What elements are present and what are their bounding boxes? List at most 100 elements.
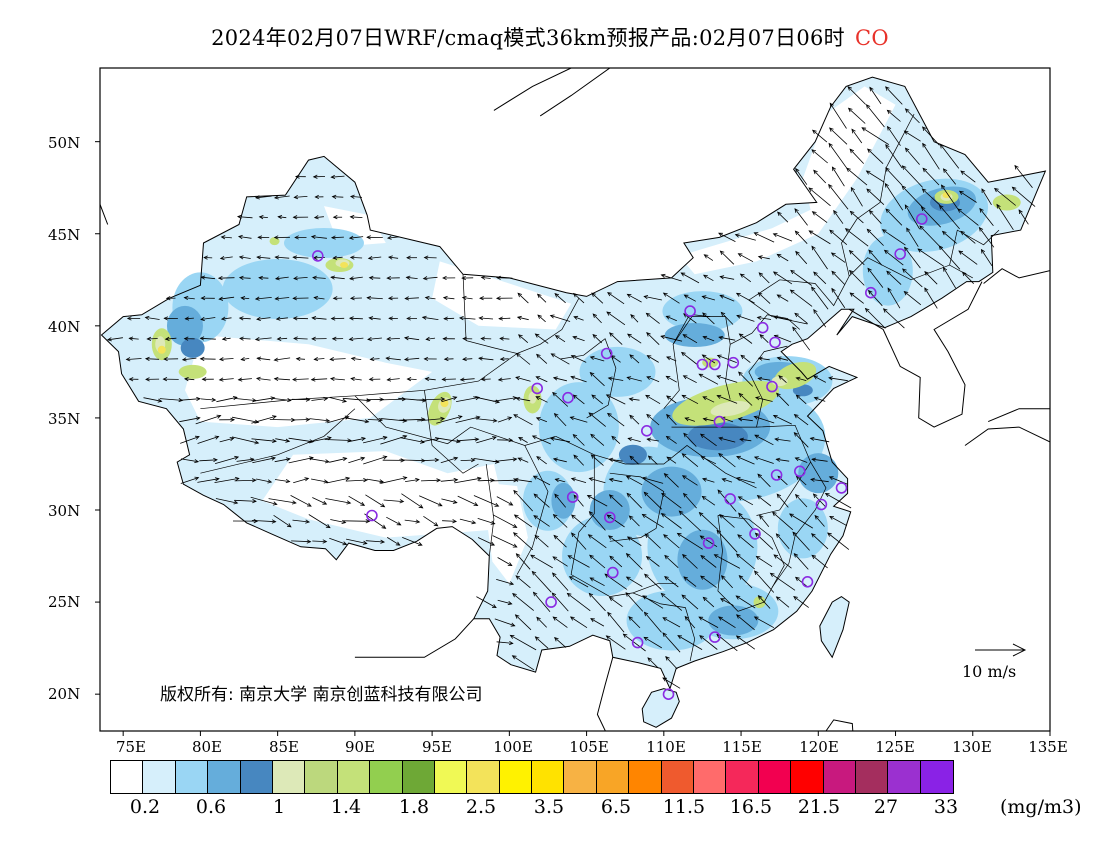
wind-arrow <box>531 435 551 445</box>
wind-arrow <box>775 596 790 608</box>
wind-arrow <box>421 315 439 320</box>
wind-arrow <box>385 356 401 361</box>
wind-arrow <box>253 396 276 402</box>
station-marker <box>708 358 721 371</box>
wind-arrow <box>517 457 529 463</box>
wind-arrow <box>442 275 456 281</box>
wind-arrow <box>757 376 771 381</box>
wind-arrow <box>629 354 640 364</box>
wind-arrow <box>146 336 158 341</box>
wind-arrow <box>795 394 807 405</box>
wind-arrow <box>772 271 793 285</box>
wind-arrow <box>532 591 551 613</box>
wind-arrow <box>345 478 368 483</box>
wind-arrow <box>735 635 756 650</box>
wind-arrow <box>867 267 884 288</box>
legend-label: 3.5 <box>533 796 565 818</box>
wind-arrow <box>254 337 272 342</box>
wind-arrow <box>457 495 479 506</box>
wind-arrow <box>718 616 736 629</box>
wind-arrow <box>737 253 754 263</box>
wind-arrow <box>220 235 232 240</box>
legend-swatch-18 <box>694 761 727 793</box>
wind-arrow <box>681 475 698 486</box>
wind-arrow <box>497 377 511 382</box>
wind-arrow <box>274 276 289 281</box>
wind-arrow <box>626 492 642 509</box>
wind-arrow <box>292 519 311 524</box>
wind-arrow <box>536 353 548 364</box>
wind-arrow <box>329 357 346 362</box>
wind-arrow <box>996 203 1014 231</box>
wind-arrow <box>218 377 234 382</box>
wind-arrow <box>234 478 257 483</box>
wind-arrow <box>864 307 886 329</box>
wind-arrow <box>868 249 883 266</box>
wind-arrow <box>753 456 774 464</box>
wind-arrow <box>573 454 584 466</box>
wind-arrow <box>847 107 866 124</box>
wind-arrow <box>919 225 943 250</box>
lon-label-105e: 105E <box>569 738 609 756</box>
wind-arrow <box>218 357 234 362</box>
mid-conc-area <box>777 498 828 559</box>
station-marker <box>531 382 544 395</box>
wind-arrow <box>496 579 515 586</box>
wind-arrow <box>312 174 326 179</box>
wind-arrow <box>219 437 235 443</box>
wind-arrow <box>979 207 994 226</box>
wind-arrow <box>288 437 315 444</box>
wind-arrow <box>518 334 529 344</box>
wind-arrow <box>628 515 640 527</box>
wind-arrow <box>735 614 755 631</box>
wind-arrow <box>608 535 624 548</box>
wind-arrow <box>866 228 884 246</box>
wind-arrow <box>625 553 643 570</box>
wind-arrow <box>753 232 775 243</box>
wind-arrow <box>275 316 288 321</box>
wind-scale-label: 10 m/s <box>962 662 1017 681</box>
wind-arrow <box>753 616 775 629</box>
title-pollutant: CO <box>854 26 889 50</box>
wind-arrow <box>273 235 290 240</box>
wind-arrow <box>195 414 222 425</box>
wind-arrow <box>459 518 477 525</box>
wind-arrow <box>183 295 195 301</box>
legend-swatch-0 <box>111 761 144 793</box>
wind-arrow <box>292 417 311 422</box>
wind-arrow <box>380 476 408 484</box>
legend-label: 27 <box>873 796 899 818</box>
wind-arrow <box>293 477 310 484</box>
wind-arrow <box>958 250 978 265</box>
wind-arrow <box>776 253 789 262</box>
wind-arrow <box>666 356 677 362</box>
wind-arrow <box>683 432 697 447</box>
wind-arrow <box>628 616 641 629</box>
wind-arrow <box>293 276 308 281</box>
russia-coast <box>983 268 1050 284</box>
wind-arrow <box>388 316 398 321</box>
wind-arrow <box>681 594 699 610</box>
wind-arrow <box>200 397 217 402</box>
wind-arrow <box>552 556 568 567</box>
wind-arrow <box>849 148 864 164</box>
korea-coast <box>848 281 983 428</box>
legend-swatch-15 <box>596 761 630 793</box>
legend-swatch-2 <box>175 761 209 793</box>
province-boundary <box>570 454 677 597</box>
wind-arrow <box>628 397 640 402</box>
wind-arrow <box>793 414 809 426</box>
wind-arrow <box>509 634 537 651</box>
wind-arrow <box>459 377 475 382</box>
high-blue-area <box>166 305 203 346</box>
wind-arrow <box>662 292 680 304</box>
wind-arrow <box>200 296 215 301</box>
lake-baikal <box>493 68 611 117</box>
wind-arrow <box>128 377 139 382</box>
wind-arrow <box>551 592 569 612</box>
wind-arrow <box>811 149 828 164</box>
legend-swatch-22 <box>823 761 856 793</box>
wind-arrow <box>759 514 770 527</box>
wind-arrow <box>699 433 717 447</box>
wind-arrow <box>847 86 866 105</box>
